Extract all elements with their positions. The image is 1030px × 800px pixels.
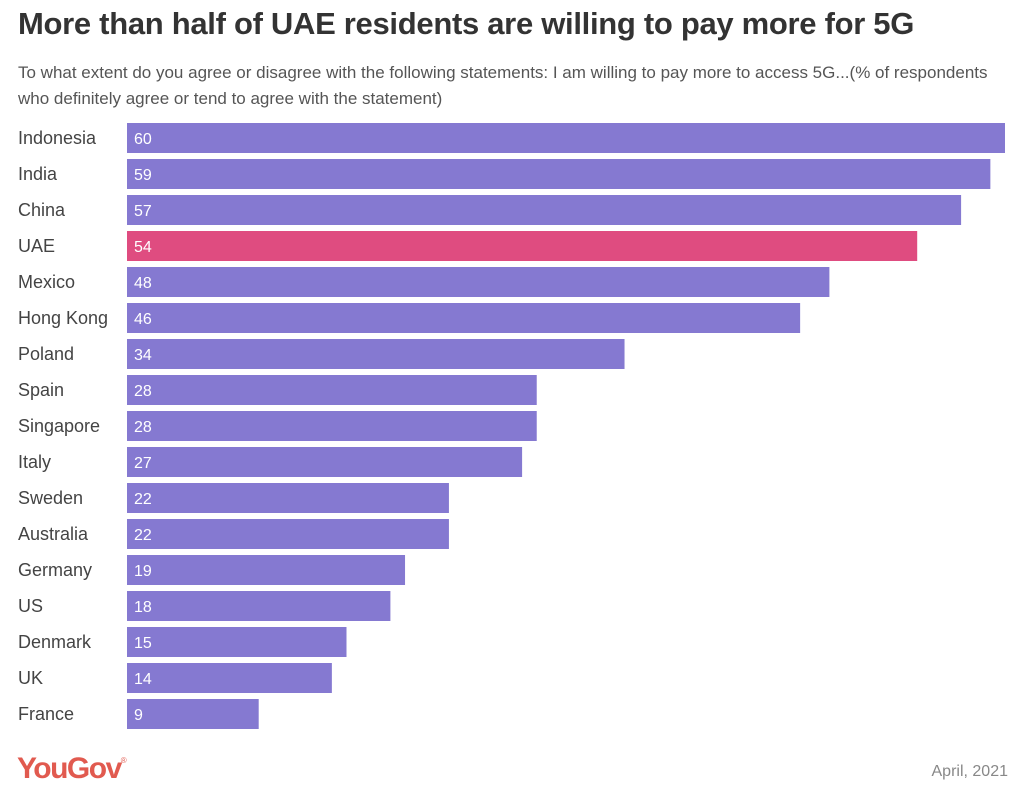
bar-group: China 57 <box>18 195 962 225</box>
category-label: Poland <box>18 344 74 364</box>
value-label: 34 <box>134 347 152 364</box>
category-label: Italy <box>18 452 51 472</box>
value-label: 60 <box>134 131 152 148</box>
bar-group: Denmark 15 <box>18 627 347 657</box>
bar-group: Australia 22 <box>18 519 449 549</box>
value-label: 18 <box>134 599 152 616</box>
value-label: 27 <box>134 455 152 472</box>
chart-title: More than half of UAE residents are will… <box>18 6 915 41</box>
bar-group: Singapore 28 <box>18 411 537 441</box>
chart-subtitle: To what extent do you agree or disagree … <box>18 63 988 108</box>
value-label: 48 <box>134 275 152 292</box>
bar <box>127 555 406 585</box>
bar-group: Sweden 22 <box>18 483 449 513</box>
bar <box>127 303 801 333</box>
bar-group: France 9 <box>18 699 259 729</box>
value-label: 54 <box>134 239 152 256</box>
bar <box>127 159 991 189</box>
bar <box>127 447 523 477</box>
bar-group: Mexico 48 <box>18 267 830 297</box>
value-label: 15 <box>134 635 152 652</box>
bar-group: Poland 34 <box>18 339 625 369</box>
bar <box>127 123 1005 153</box>
value-label: 22 <box>134 527 152 544</box>
bar <box>127 231 918 261</box>
category-label: Australia <box>18 524 89 544</box>
value-label: 57 <box>134 203 152 220</box>
bar <box>127 375 537 405</box>
bar-group: Indonesia 60 <box>18 123 1005 153</box>
category-label: Mexico <box>18 272 75 292</box>
bar-group: India 59 <box>18 159 991 189</box>
bar-group: Italy 27 <box>18 447 523 477</box>
value-label: 9 <box>134 707 143 724</box>
category-label: Spain <box>18 380 64 400</box>
category-label: Singapore <box>18 416 100 436</box>
category-label: Germany <box>18 560 92 580</box>
category-label: US <box>18 596 43 616</box>
value-label: 28 <box>134 419 152 436</box>
category-label: Sweden <box>18 488 83 508</box>
bar <box>127 267 830 297</box>
bar-group: Hong Kong 46 <box>18 303 801 333</box>
value-label: 59 <box>134 167 152 184</box>
bar-group: UAE 54 <box>18 231 918 261</box>
bar <box>127 627 347 657</box>
value-label: 28 <box>134 383 152 400</box>
yougov-logo: YouGov® <box>17 752 127 786</box>
category-label: Denmark <box>18 632 92 652</box>
value-label: 46 <box>134 311 152 328</box>
bar <box>127 411 537 441</box>
category-label: Hong Kong <box>18 308 108 328</box>
logo-text: YouGov <box>17 752 122 785</box>
bar <box>127 339 625 369</box>
date-label: April, 2021 <box>931 763 1009 780</box>
category-label: UAE <box>18 236 55 256</box>
bar <box>127 483 449 513</box>
bar <box>127 195 962 225</box>
category-label: China <box>18 200 66 220</box>
category-label: France <box>18 704 74 724</box>
category-label: UK <box>18 668 43 688</box>
logo-registered-mark: ® <box>120 756 127 765</box>
bar-group: Germany 19 <box>18 555 406 585</box>
category-label: Indonesia <box>18 128 97 148</box>
bar <box>127 591 391 621</box>
bar-group: US 18 <box>18 591 391 621</box>
value-label: 19 <box>134 563 152 580</box>
value-label: 14 <box>134 671 152 688</box>
value-label: 22 <box>134 491 152 508</box>
bar-group: UK 14 <box>18 663 332 693</box>
bar <box>127 699 259 729</box>
bar <box>127 663 332 693</box>
category-label: India <box>18 164 58 184</box>
bar <box>127 519 449 549</box>
bar-group: Spain 28 <box>18 375 537 405</box>
